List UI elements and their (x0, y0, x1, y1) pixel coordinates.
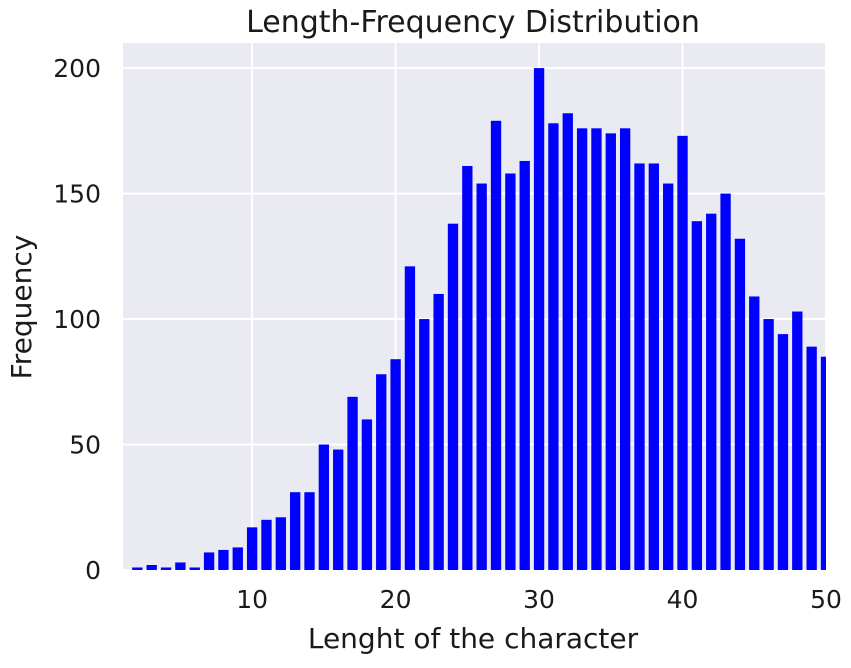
histogram-bar (663, 183, 674, 571)
histogram-bar (691, 221, 703, 570)
histogram-bar (533, 68, 545, 570)
x-tick-label: 30 (523, 585, 555, 614)
histogram-bar (318, 444, 330, 570)
histogram-bar (203, 552, 215, 570)
histogram-bar (763, 319, 774, 570)
histogram-bar (806, 346, 817, 570)
histogram-bar (404, 266, 416, 570)
histogram-bar (132, 567, 143, 570)
y-tick-label: 50 (69, 431, 101, 460)
histogram-bar (792, 311, 803, 570)
y-tick-label: 0 (85, 556, 101, 585)
histogram-bar (820, 356, 826, 570)
histogram-bar (519, 160, 530, 570)
y-tick-label: 150 (53, 180, 101, 209)
histogram-bar (433, 293, 444, 570)
histogram-bar (720, 193, 731, 571)
histogram-bar (605, 133, 616, 571)
histogram-bar (576, 128, 588, 571)
histogram-bar (175, 562, 186, 570)
histogram-bar (261, 519, 272, 570)
histogram-bar (490, 120, 502, 571)
histogram-bar (619, 128, 631, 571)
histogram-bar (376, 374, 387, 570)
histogram-bar (232, 547, 243, 570)
histogram-bar (447, 223, 459, 570)
histogram-bar (562, 113, 573, 571)
x-tick-label: 20 (380, 585, 412, 614)
y-tick-label: 200 (53, 54, 101, 83)
x-tick-label: 40 (667, 585, 699, 614)
histogram-bar (706, 213, 717, 570)
histogram-bar (218, 549, 229, 570)
histogram-bar (634, 163, 645, 570)
histogram-bar (390, 359, 401, 570)
histogram-bar (189, 567, 200, 570)
chart-title: Length-Frequency Distribution (246, 5, 700, 40)
histogram-bar (648, 163, 660, 570)
y-tick-label: 100 (53, 305, 101, 334)
histogram-bar (548, 123, 559, 571)
y-axis-ticks: 0 50 100 150 200 (53, 54, 101, 585)
histogram-bar (505, 173, 516, 570)
histogram-bar (462, 165, 473, 570)
histogram-bar (361, 419, 373, 570)
x-axis-ticks: 10 20 30 40 50 (236, 585, 842, 614)
histogram-bar (419, 319, 430, 570)
histogram-bar (749, 296, 760, 570)
histogram-bar (476, 183, 487, 571)
y-axis-label: Frequency (5, 235, 38, 380)
histogram-bar (677, 135, 688, 570)
histogram-bar (160, 567, 172, 570)
histogram-bar (146, 564, 157, 570)
histogram-bar (333, 449, 344, 570)
histogram-bar (304, 492, 315, 570)
histogram-bar (591, 128, 602, 571)
x-axis-label: Lenght of the character (308, 622, 639, 655)
histogram-bar (275, 517, 286, 570)
bar-series (132, 68, 826, 571)
histogram-bar (246, 527, 258, 570)
histogram-bar (734, 238, 746, 570)
x-tick-label: 10 (236, 585, 268, 614)
x-tick-label: 50 (810, 585, 842, 614)
histogram-bar (289, 492, 301, 570)
histogram-bar (777, 334, 789, 570)
histogram-bar (347, 396, 358, 570)
